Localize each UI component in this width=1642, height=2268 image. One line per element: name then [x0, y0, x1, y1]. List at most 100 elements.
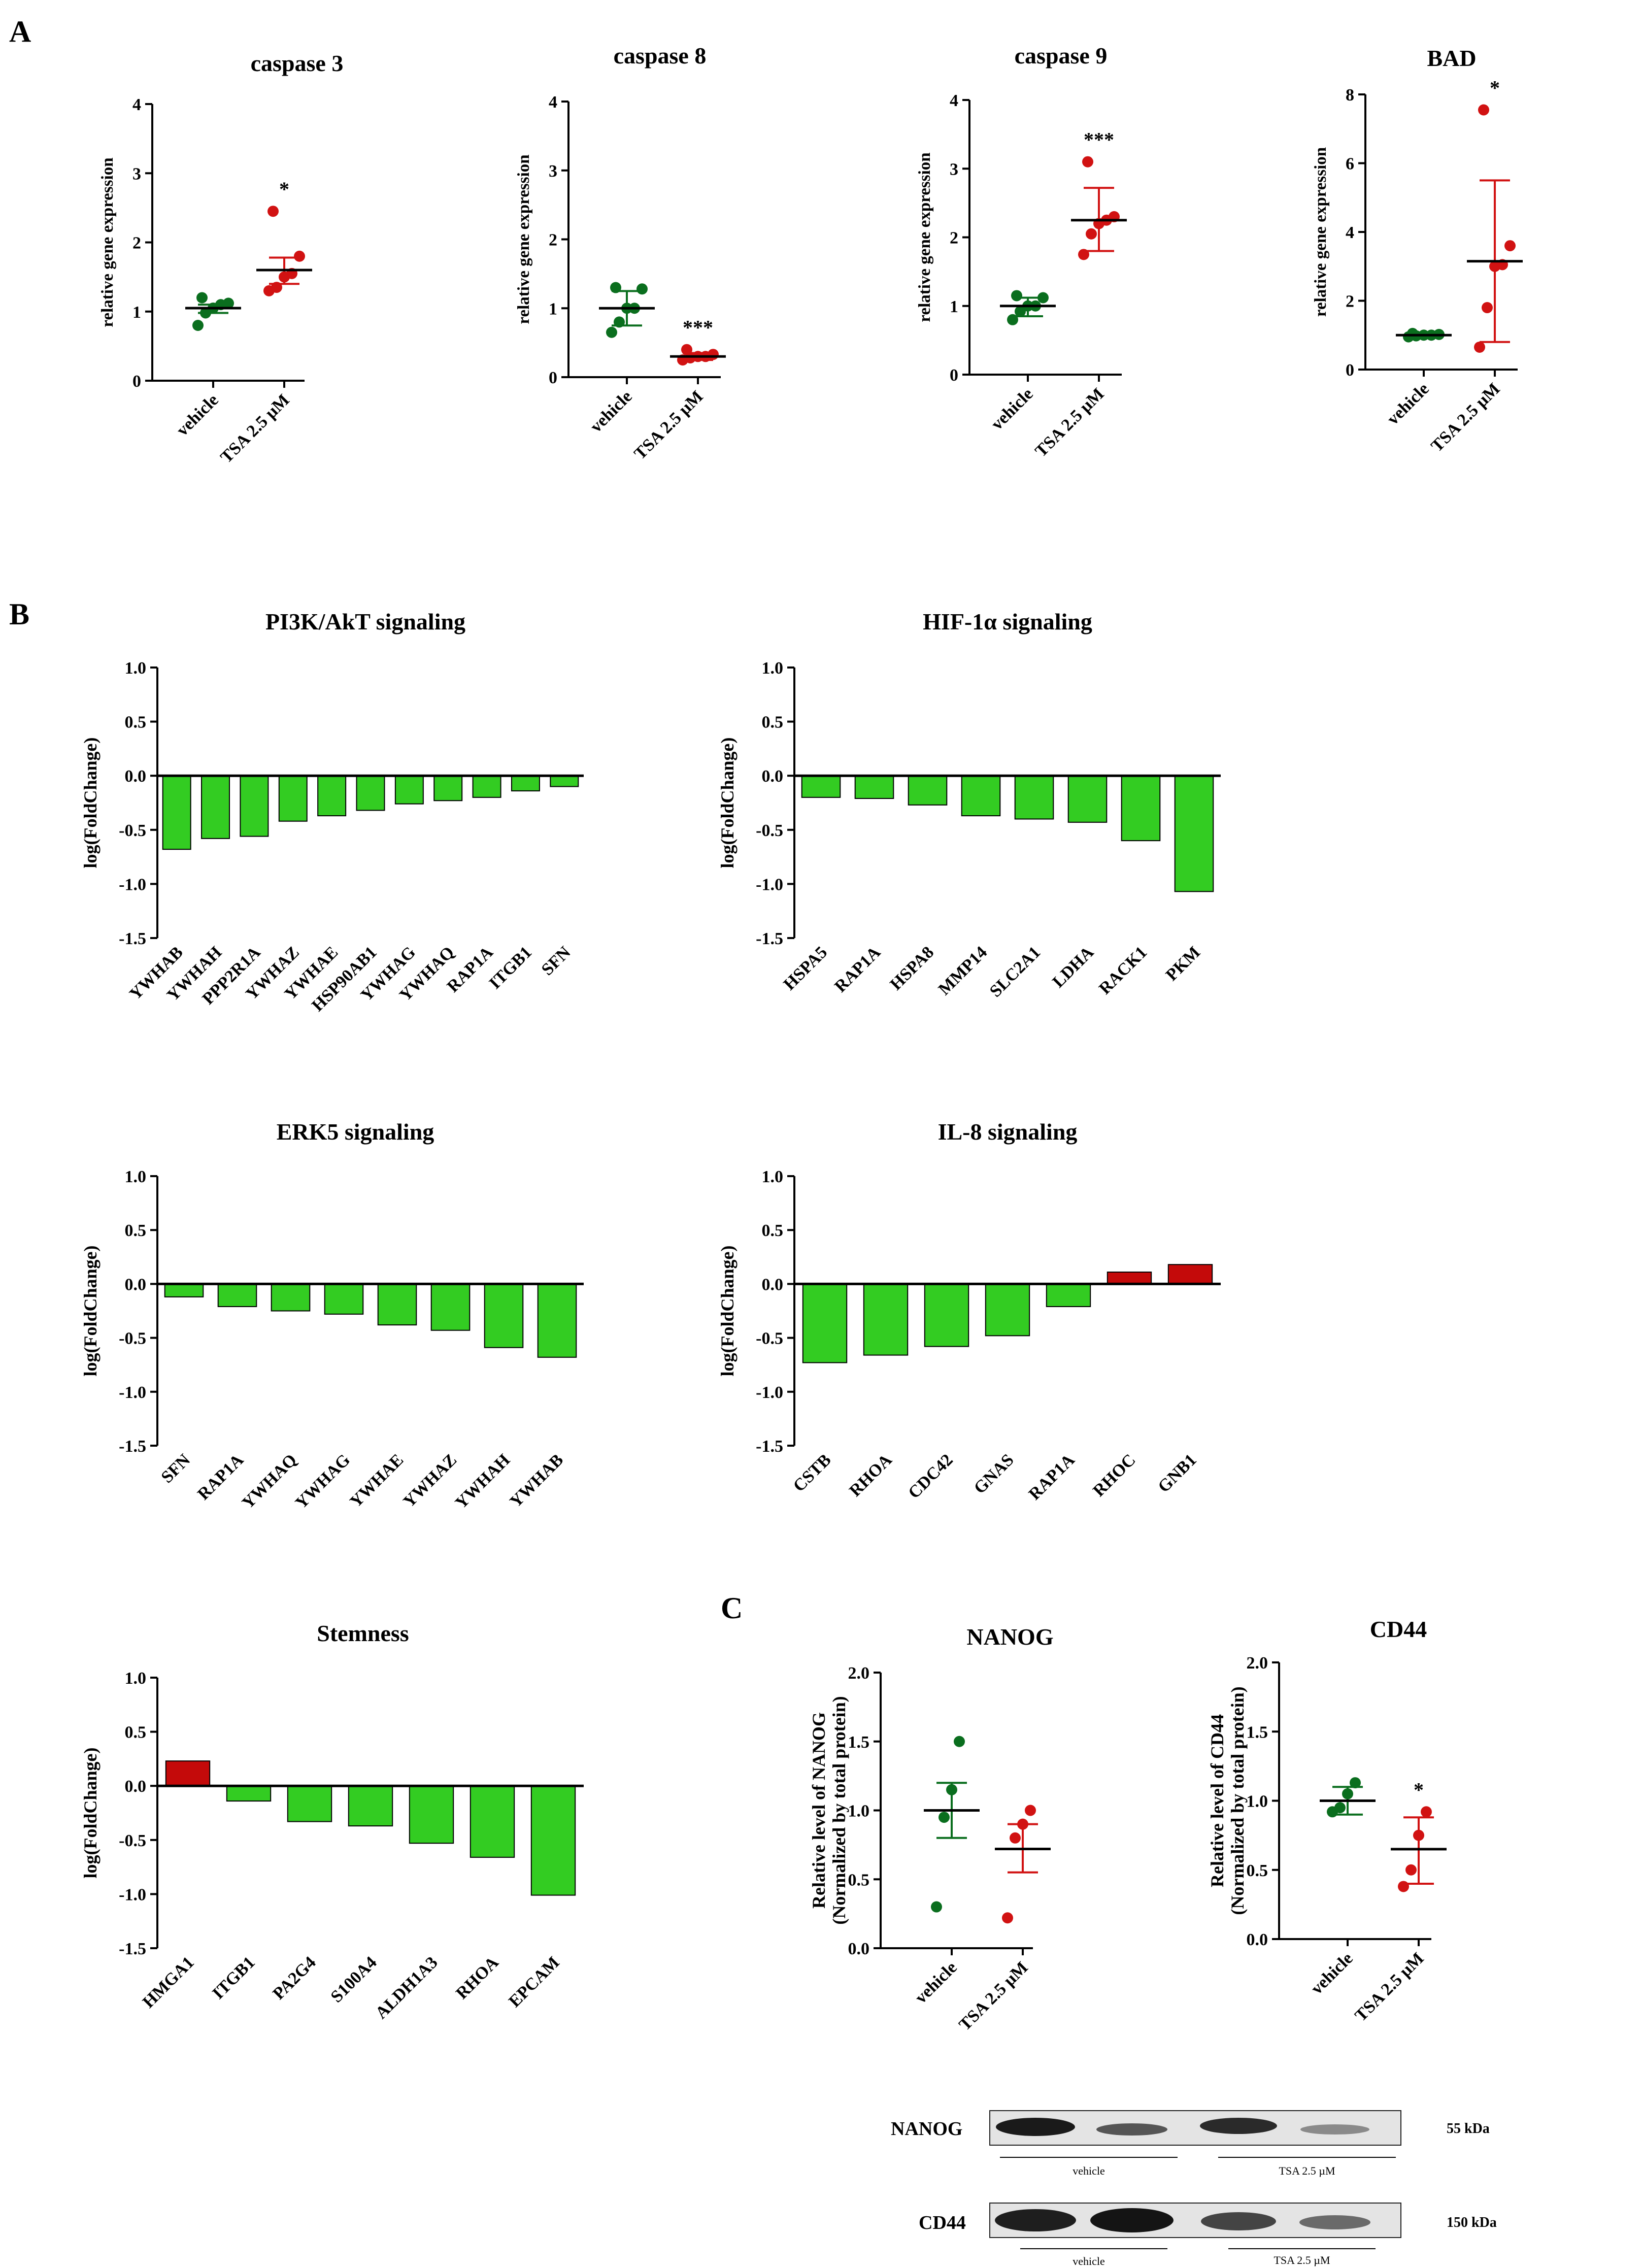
data-point [1413, 1829, 1424, 1841]
data-point [931, 1901, 942, 1913]
y-tick-label: 1.0 [848, 1802, 870, 1821]
data-point [1342, 1788, 1353, 1799]
bar [961, 775, 1001, 817]
bar [1107, 1272, 1152, 1285]
bar [484, 1283, 524, 1348]
y-axis-label: Relative level of NANOG [809, 1712, 829, 1909]
y-tick-label: 0 [549, 369, 557, 387]
y-tick-label: 3 [549, 162, 557, 181]
chart-title: HIF-1α signaling [923, 609, 1092, 635]
data-point [223, 297, 234, 309]
y-tick-label: -1.0 [119, 1885, 146, 1904]
y-tick-label: 0.0 [1247, 1930, 1268, 1949]
y-tick-label: -1.5 [119, 1940, 146, 1958]
bar [217, 1283, 257, 1308]
data-point [1010, 1832, 1021, 1844]
chart-title: caspase 9 [1015, 43, 1108, 69]
blot-label-nanog: NANOG [891, 2118, 962, 2140]
bar [317, 775, 347, 817]
y-axis-label: relative gene expression [98, 157, 117, 327]
y-tick-label: 1 [132, 303, 141, 322]
y-tick-label: -1.5 [756, 929, 783, 948]
bar [537, 1283, 577, 1358]
bar [430, 1283, 471, 1331]
bar [854, 775, 894, 799]
y-tick-label: 0.5 [1247, 1861, 1268, 1880]
blot-band [1096, 2123, 1167, 2136]
bar [271, 1283, 311, 1312]
y-axis-label: (Normalized by total protein) [1227, 1686, 1248, 1915]
y-axis-label: log(FoldChange) [80, 1245, 100, 1376]
bar [356, 775, 385, 811]
bar [550, 775, 579, 787]
blot-group-vehicle: vehicle [1073, 2164, 1105, 2177]
data-point [1350, 1777, 1361, 1789]
data-point [708, 349, 719, 360]
y-axis-label: log(FoldChange) [717, 1245, 738, 1376]
data-point [636, 283, 648, 295]
y-tick-label: 1.0 [1247, 1792, 1268, 1811]
y-tick-label: 0.0 [762, 1275, 784, 1294]
y-tick-label: -1.5 [119, 929, 146, 948]
y-axis-label: log(FoldChange) [80, 1747, 100, 1878]
bar [278, 775, 308, 822]
y-tick-label: 0.5 [125, 713, 147, 732]
blot-band [1201, 2212, 1276, 2230]
bar [162, 775, 191, 850]
western-blot: NANOG 55 kDa vehicle TSA 2.5 µM CD44 150… [891, 2110, 1497, 2267]
y-tick-label: -0.5 [119, 1831, 146, 1850]
bar [985, 1283, 1030, 1337]
y-axis-label: relative gene expression [515, 154, 533, 324]
bar [530, 1785, 576, 1896]
bar [324, 1283, 364, 1315]
bar [1046, 1283, 1091, 1308]
bar [201, 775, 230, 839]
y-tick-label: 0.0 [125, 1275, 147, 1294]
y-axis-label: (Normalized by total protein) [829, 1696, 849, 1924]
data-point [192, 320, 204, 331]
data-point [1421, 1806, 1432, 1818]
chart-title: BAD [1427, 45, 1476, 71]
y-tick-label: 4 [950, 91, 958, 110]
data-point [271, 282, 282, 293]
bar [348, 1785, 393, 1827]
data-point [1078, 249, 1089, 260]
bar [924, 1283, 969, 1347]
data-point [1334, 1802, 1346, 1814]
chart-title: PI3K/AkT signaling [265, 609, 465, 635]
data-point [1405, 1864, 1417, 1876]
y-tick-label: 4 [132, 95, 141, 114]
data-point [196, 292, 208, 304]
data-point [614, 316, 625, 328]
bar [472, 775, 501, 798]
significance-label: * [1414, 1778, 1424, 1801]
y-tick-label: -0.5 [756, 1329, 783, 1348]
blot-band [1090, 2208, 1174, 2232]
y-tick-label: 0 [1346, 361, 1354, 380]
y-tick-label: 0.0 [125, 767, 147, 786]
data-point [1011, 290, 1022, 302]
y-tick-label: 0.5 [762, 1221, 784, 1240]
bar [1174, 775, 1214, 892]
blot-band [1299, 2215, 1370, 2229]
data-point [1474, 341, 1485, 353]
chart-title: IL-8 signaling [938, 1119, 1078, 1145]
chart-title: ERK5 signaling [277, 1119, 434, 1145]
data-point [606, 326, 617, 338]
y-tick-label: 0.5 [848, 1871, 870, 1889]
y-tick-label: 1.5 [1247, 1723, 1268, 1742]
y-tick-label: -0.5 [119, 1329, 146, 1348]
bar [287, 1785, 332, 1822]
data-point [681, 344, 692, 355]
significance-label: *** [683, 316, 713, 339]
data-point [1407, 327, 1418, 339]
data-point [1482, 302, 1493, 314]
y-axis-label: log(FoldChange) [717, 737, 738, 868]
y-tick-label: 3 [132, 164, 141, 183]
y-tick-label: 3 [950, 160, 958, 179]
bar [908, 775, 948, 806]
y-tick-label: 1 [549, 299, 557, 318]
y-tick-label: 4 [549, 93, 557, 112]
